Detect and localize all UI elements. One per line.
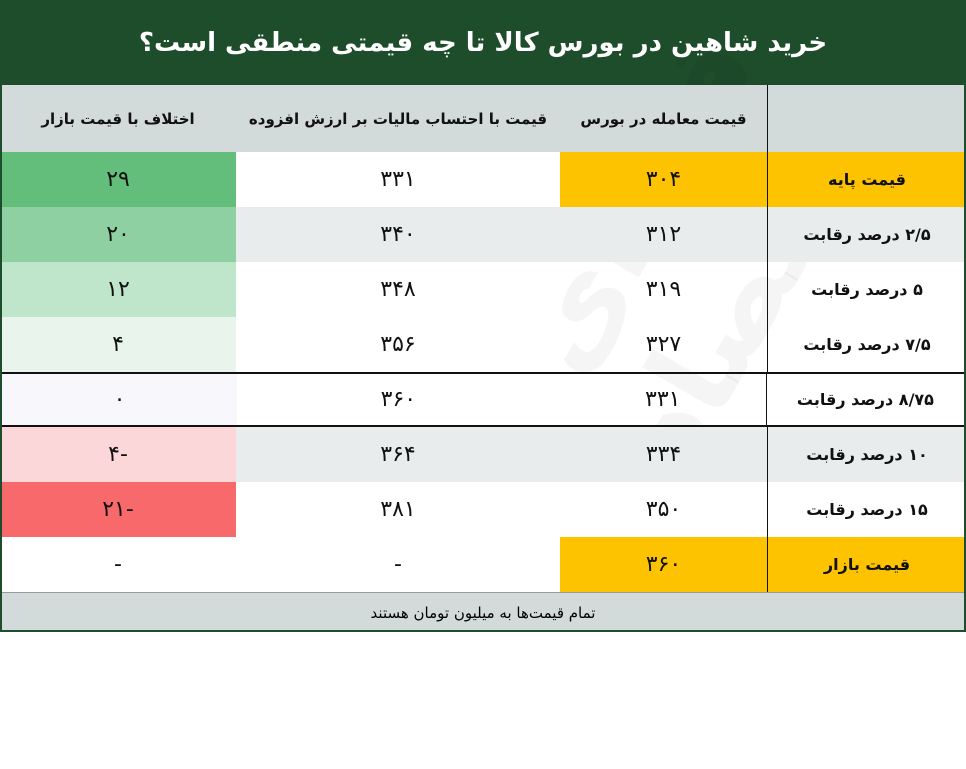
header-diff: اختلاف با قیمت بازار (41, 109, 195, 128)
table-row: ۵ درصد رقابت ۳۱۹ ۳۴۸ ۱۲ (0, 262, 966, 317)
row-label: ۲/۵ درصد رقابت (767, 207, 966, 262)
price-with-tax: ۳۵۶ (380, 332, 416, 357)
page-title: خرید شاهین در بورس کالا تا چه قیمتی منطق… (0, 0, 966, 85)
price-with-tax: - (394, 552, 402, 577)
row-label: ۱۰ درصد رقابت (767, 427, 966, 482)
market-diff: ۴ (0, 317, 236, 372)
bourse-price: ۳۱۲ (645, 222, 682, 247)
bourse-price: ۳۲۷ (645, 332, 682, 357)
price-with-tax: ۳۴۰ (380, 222, 416, 247)
table-row: ۸/۷۵ درصد رقابت ۳۳۱ ۳۶۰ ۰ (0, 372, 966, 427)
row-label: قیمت بازار (767, 537, 966, 592)
bourse-price: ۳۳۱ (645, 387, 681, 412)
table-header: قیمت معامله در بورس قیمت با احتساب مالیا… (0, 85, 966, 152)
market-diff: -۴ (0, 427, 236, 482)
price-with-tax: ۳۶۴ (380, 442, 416, 467)
row-label: ۵ درصد رقابت (767, 262, 966, 317)
bourse-price: ۳۶۰ (560, 537, 767, 592)
table-row: ۱۵ درصد رقابت ۳۵۰ ۳۸۱ -۲۱ (0, 482, 966, 537)
table-row: ۲/۵ درصد رقابت ۳۱۲ ۳۴۰ ۲۰ (0, 207, 966, 262)
bourse-price: ۳۵۰ (645, 497, 682, 522)
footer-note: تمام قیمت‌ها به میلیون تومان هستند (0, 592, 966, 632)
row-label: ۱۵ درصد رقابت (767, 482, 966, 537)
frame-border (0, 0, 966, 632)
price-with-tax: ۳۶۰ (380, 387, 417, 412)
market-diff: ۲۹ (0, 152, 236, 207)
bourse-price: ۳۳۴ (645, 442, 682, 467)
price-table: قیمت معامله در بورس قیمت با احتساب مالیا… (0, 85, 966, 592)
bourse-price: ۳۰۴ (560, 152, 767, 207)
row-label: قیمت پایه (767, 152, 966, 207)
market-diff: ۰ (2, 374, 238, 425)
price-with-tax: ۳۸۱ (380, 497, 416, 522)
price-with-tax: ۳۴۸ (380, 277, 416, 302)
price-with-tax: ۳۳۱ (380, 167, 416, 192)
market-diff: -۲۱ (0, 482, 236, 537)
table-row: قیمت بازار ۳۶۰ - - (0, 537, 966, 592)
market-diff: ۲۰ (0, 207, 236, 262)
market-diff: - (114, 552, 122, 577)
row-label: ۷/۵ درصد رقابت (767, 317, 966, 372)
table-row: ۷/۵ درصد رقابت ۳۲۷ ۳۵۶ ۴ (0, 317, 966, 372)
row-label: ۸/۷۵ درصد رقابت (765, 374, 964, 425)
header-bourse: قیمت معامله در بورس (580, 109, 747, 128)
market-diff: ۱۲ (0, 262, 236, 317)
bourse-price: ۳۱۹ (645, 277, 682, 302)
table-row: ۱۰ درصد رقابت ۳۳۴ ۳۶۴ -۴ (0, 427, 966, 482)
header-tax: قیمت با احتساب مالیات بر ارزش افزوده (248, 109, 548, 128)
header-label (767, 85, 966, 152)
table-row: قیمت پایه ۳۰۴ ۳۳۱ ۲۹ (0, 152, 966, 207)
